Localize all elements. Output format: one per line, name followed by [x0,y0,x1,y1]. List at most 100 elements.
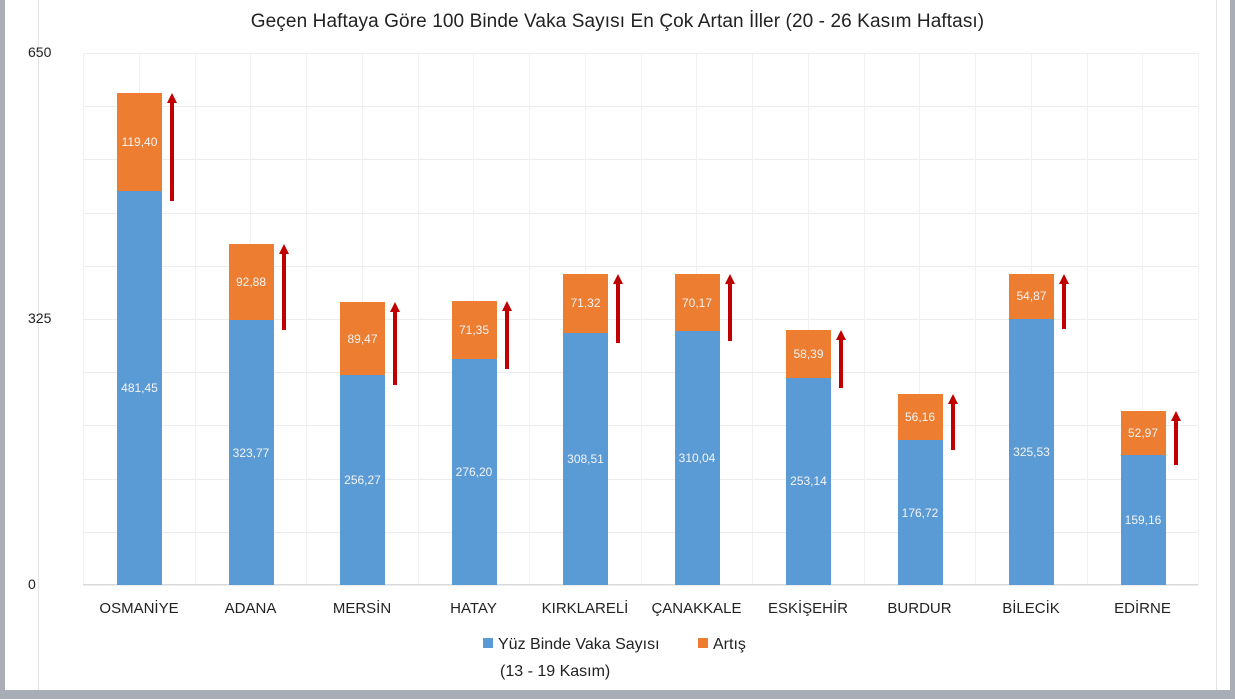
gridline-vertical [83,53,84,585]
bar-segment-base: 481,45 [117,190,162,585]
gridline-vertical [194,53,196,585]
bar-segment-base: 253,14 [786,377,831,585]
bar-group: 276,20 71,35 [418,53,530,585]
bar-value-label: 56,16 [904,410,936,425]
bar-segment-increase: 52,97 [1120,411,1166,455]
x-tick-label: HATAY [450,600,497,617]
gridline-vertical [306,53,307,585]
bar-segment-increase: 58,39 [786,330,831,378]
bar-value-label: 119,40 [121,135,158,150]
arrow-up-icon [1170,411,1181,465]
x-tick-label: OSMANİYE [99,600,179,617]
x-tick-label: ADANA [224,600,277,617]
bar-segment-increase: 71,35 [451,300,497,359]
gridline-vertical [752,53,753,585]
bar-group: 310,04 70,17 [641,53,753,585]
bar-value-label: 52,97 [1127,426,1159,441]
bar-value-label: 54,87 [1016,289,1047,304]
gridline-vertical [807,53,809,585]
bar-group: 256,27 89,47 [306,53,418,585]
bar-segment-increase: 119,40 [117,93,162,191]
bar-value-label: 89,47 [347,331,378,346]
gridline-vertical [529,53,530,585]
bar-value-label: 70,17 [681,295,713,310]
legend-label-base-period: (13 - 19 Kasım) [500,663,611,680]
bar-group: 308,51 71,32 [529,53,641,585]
bar-value-label: 325,53 [1013,444,1050,459]
gridline-vertical [1198,53,1199,585]
arrow-up-icon [501,300,512,369]
arrow-up-icon [836,330,846,388]
window-bottom-edge [0,690,1235,699]
x-axis-line [83,584,1198,585]
bar-segment-increase: 70,17 [674,273,720,332]
gridline-vertical [640,53,642,585]
bar-segment-base: 276,20 [451,358,497,585]
bar-value-label: 253,14 [790,474,827,489]
bar-value-label: 323,77 [232,445,270,460]
bar-value-label: 276,20 [455,464,493,479]
gridline-vertical [919,53,921,585]
arrow-up-icon [724,273,735,342]
bar-segment-increase: 89,47 [340,302,385,376]
y-tick-label: 650 [28,44,52,60]
bar-value-label: 481,45 [121,380,158,395]
bar-group: 325,53 54,87 [975,53,1087,585]
bar-segment-base: 176,72 [897,440,943,585]
x-tick-label: BİLECİK [1002,600,1060,617]
bar-segment-base: 310,04 [674,331,720,585]
gridline-vertical [1142,53,1144,585]
legend-label-base: Yüz Binde Vaka Sayısı [498,636,660,653]
bar-group: 159,16 52,97 [1087,53,1199,585]
legend-item-base-line2: (13 - 19 Kasım) [500,663,610,681]
bar-group: 253,14 58,39 [752,53,864,585]
y-tick-label: 0 [28,576,36,592]
gridline-vertical [1086,53,1088,585]
arrow-up-icon [278,244,289,331]
arrow-up-icon [613,274,623,343]
bar-value-label: 176,72 [901,505,939,520]
bar-value-label: 58,39 [793,346,824,361]
bar-segment-base: 323,77 [228,320,274,585]
legend-swatch-orange [698,638,708,648]
bar-value-label: 159,16 [1124,512,1162,527]
arrow-up-icon [1059,273,1069,329]
x-tick-label: BURDUR [887,600,952,617]
bar-segment-increase: 92,88 [228,244,274,321]
legend-swatch-blue [483,638,493,648]
bar-value-label: 92,88 [235,275,267,289]
bar-value-label: 71,35 [458,322,490,337]
bar-group: 176,72 56,16 [864,53,976,585]
bar-value-label: 71,32 [570,296,601,311]
legend-label-increase: Artış [713,636,746,653]
y-tick-label: 325 [28,310,52,326]
arrow-up-icon [390,302,400,386]
plot-area: 481,45 119,40 323,77 92,88 256,27 89,47 276,20… [83,53,1199,586]
x-tick-label: KIRKLARELİ [541,600,629,617]
bar-value-label: 308,51 [567,451,604,466]
bar-segment-base: 256,27 [340,375,385,585]
chart-title: Geçen Haftaya Göre 100 Binde Vaka Sayısı… [250,11,985,32]
gridline-vertical [417,53,419,585]
bar-value-label: 310,04 [678,451,716,466]
bar-segment-increase: 56,16 [897,394,943,441]
arrow-up-icon [167,93,177,201]
bar-segment-base: 308,51 [563,332,608,585]
gridline-vertical [975,53,976,585]
gridline-horizontal [83,585,1198,586]
x-tick-label: EDİRNE [1114,600,1171,617]
bar-segment-increase: 71,32 [563,274,608,333]
x-tick-label: ESKİŞEHİR [767,600,849,617]
bar-segment-base: 325,53 [1009,318,1054,585]
x-tick-label: MERSİN [332,600,392,617]
legend-item-base: Yüz Binde Vaka Sayısı [483,636,660,654]
arrow-up-icon [947,394,958,451]
bar-group: 323,77 92,88 [195,53,307,585]
bar-segment-increase: 54,87 [1009,273,1054,319]
legend-item-increase: Artış [698,636,746,654]
bar-group: 481,45 119,40 [83,53,195,585]
x-tick-label: ÇANAKKALE [651,600,742,617]
bar-value-label: 256,27 [344,473,381,488]
bar-segment-base: 159,16 [1120,454,1166,585]
gridline-vertical [863,53,865,585]
